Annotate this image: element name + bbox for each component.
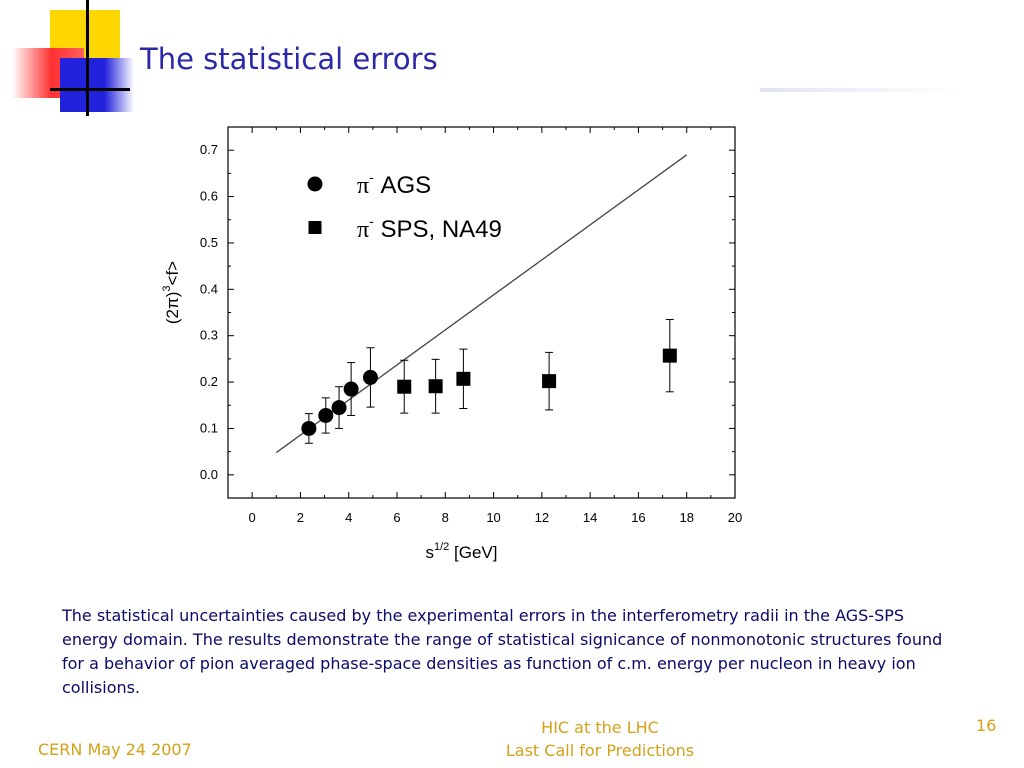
x-tick-label: 8 xyxy=(442,510,449,525)
x-tick-label: 16 xyxy=(631,510,645,525)
data-point-sps xyxy=(542,374,557,389)
data-point-ags xyxy=(343,381,359,397)
x-tick-label: 12 xyxy=(535,510,549,525)
y-tick-label: 0.3 xyxy=(200,328,218,343)
legend-label: π- SPS, NA49 xyxy=(357,213,502,243)
plot-frame xyxy=(227,126,736,499)
footer-center-line1: HIC at the LHC xyxy=(541,718,659,737)
x-tick-label: 10 xyxy=(486,510,500,525)
y-tick-label: 0.7 xyxy=(200,142,218,157)
legend-marker-ags xyxy=(307,176,323,192)
x-tick-label: 20 xyxy=(728,510,742,525)
data-point-ags xyxy=(318,407,334,423)
x-tick-label: 18 xyxy=(679,510,693,525)
x-tick-label: 2 xyxy=(297,510,304,525)
data-point-ags xyxy=(331,400,347,416)
y-tick-label: 0.6 xyxy=(200,189,218,204)
x-tick-label: 6 xyxy=(393,510,400,525)
x-tick-label: 14 xyxy=(583,510,597,525)
footer-date: CERN May 24 2007 xyxy=(38,740,192,759)
footer-center-line2: Last Call for Predictions xyxy=(505,741,695,760)
decor-blue-square xyxy=(60,58,134,112)
x-axis-label: s1/2 [GeV] xyxy=(426,541,498,562)
title-underline-rule xyxy=(760,88,960,92)
slide-title: The statistical errors xyxy=(140,42,438,76)
chart: 0 2 4 6 8 10 12 14 16 18 20 0.0 0.1 0.2 0.3 0.4 0.5 0.6 0.… xyxy=(161,126,742,562)
data-point-sps xyxy=(428,379,443,394)
data-point-ags xyxy=(301,420,317,436)
decor-horizontal-line xyxy=(50,88,130,91)
y-axis-label: (2π)3<f> xyxy=(161,261,182,324)
y-tick-label: 0.4 xyxy=(200,281,218,296)
slide-number: 16 xyxy=(976,716,997,735)
data-point-sps xyxy=(662,348,677,363)
slide-caption: The statistical uncertainties caused by … xyxy=(62,606,943,697)
data-point-ags xyxy=(362,369,378,385)
legend-label: π- AGS xyxy=(357,169,431,199)
y-tick-label: 0.2 xyxy=(200,374,218,389)
y-tick-label: 0.5 xyxy=(200,235,218,250)
x-tick-label: 4 xyxy=(345,510,352,525)
legend-marker-sps xyxy=(308,221,322,234)
decor-vertical-line xyxy=(86,0,89,116)
y-tick-label: 0.0 xyxy=(200,467,218,482)
x-tick-label: 0 xyxy=(249,510,256,525)
y-tick-label: 0.1 xyxy=(200,420,218,435)
data-point-sps xyxy=(397,379,412,394)
footer-center: HIC at the LHC Last Call for Predictions xyxy=(470,716,730,762)
data-point-sps xyxy=(456,371,471,386)
